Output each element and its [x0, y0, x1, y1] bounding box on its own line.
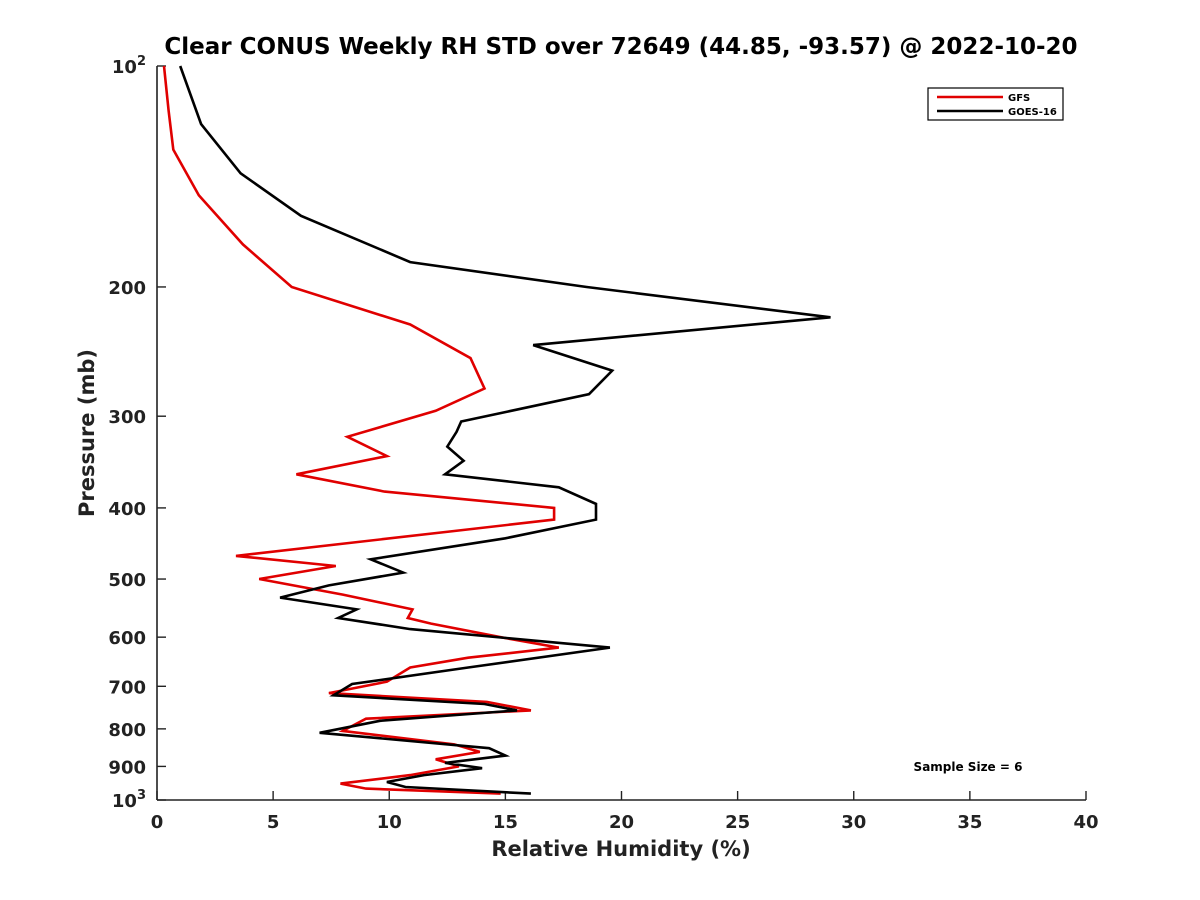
- y-tick-label: 300: [108, 407, 146, 428]
- x-tick-label: 35: [957, 812, 982, 833]
- legend-label-goes16: GOES-16: [1008, 107, 1057, 118]
- x-tick-label: 25: [725, 812, 750, 833]
- sample-size-annotation: Sample Size = 6: [914, 760, 1023, 774]
- legend-label-gfs: GFS: [1008, 93, 1030, 104]
- x-tick-label: 15: [493, 812, 518, 833]
- x-tick-label: 5: [267, 812, 280, 833]
- y-tick-label: 600: [108, 628, 146, 649]
- x-tick-label: 30: [841, 812, 866, 833]
- series-line-gfs: [162, 65, 560, 795]
- y-tick-label: 500: [108, 570, 146, 591]
- x-tick-label: 20: [609, 812, 634, 833]
- y-tick-label: 400: [108, 499, 146, 520]
- chart-title: Clear CONUS Weekly RH STD over 72649 (44…: [164, 34, 1077, 60]
- y-tick-label: 900: [108, 757, 146, 778]
- x-axis-label: Relative Humidity (%): [491, 837, 750, 861]
- x-tick-label: 10: [377, 812, 402, 833]
- x-tick-label: 40: [1073, 812, 1098, 833]
- series-line-goes16: [178, 65, 831, 795]
- plot-area: [156, 66, 1086, 801]
- y-tick-label: 200: [108, 278, 146, 299]
- y-axis-label: Pressure (mb): [75, 349, 99, 517]
- legend-box: [927, 87, 1064, 121]
- x-tick-label: 0: [151, 812, 164, 833]
- y-tick-label: 700: [108, 677, 146, 698]
- series-layer: [162, 65, 831, 795]
- y-tick-label: 800: [108, 720, 146, 741]
- y-ticks: 102 200 300 400 500 600 700 800 900 103: [108, 54, 166, 812]
- x-ticks: 0 5 10 15 20 25 30 35 40: [151, 791, 1099, 833]
- y-tick-label-power: 102: [112, 54, 146, 78]
- y-tick-label-power: 103: [112, 788, 146, 812]
- legend: GFS GOES-16: [927, 87, 1064, 121]
